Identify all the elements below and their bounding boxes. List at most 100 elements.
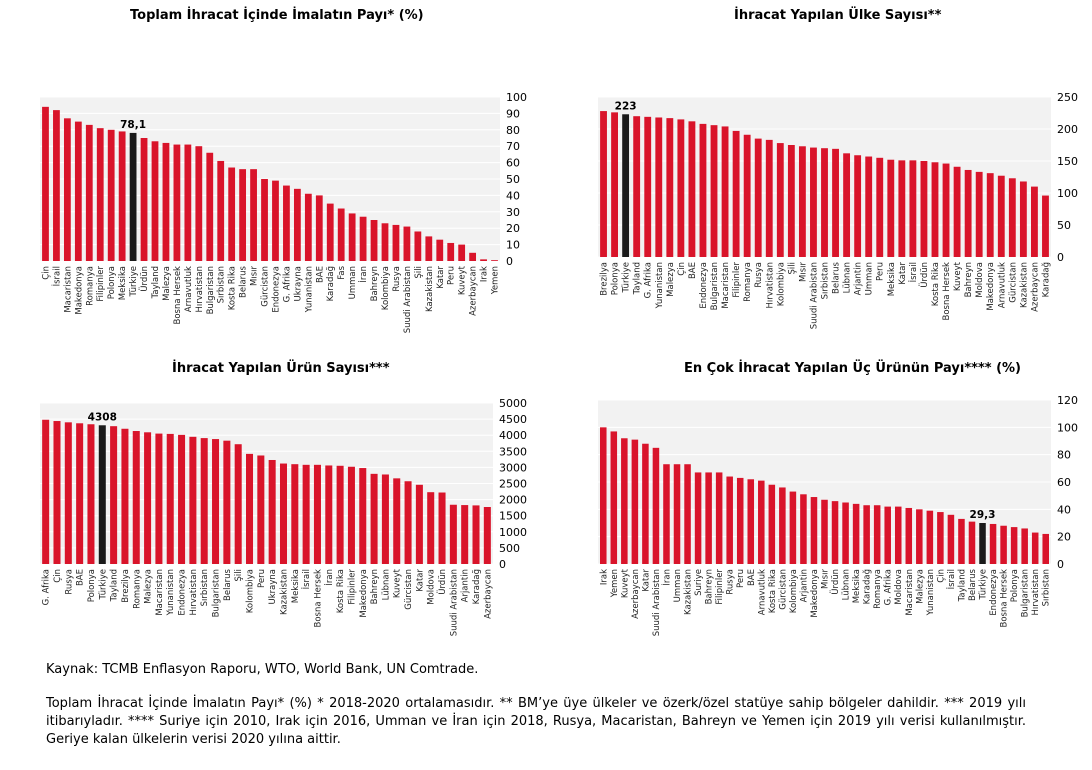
bar xyxy=(480,259,487,261)
x-tick-label: Bulgaristan xyxy=(710,262,720,310)
x-tick-label: Malezya xyxy=(162,266,172,301)
bar xyxy=(673,464,681,564)
x-tick-label: Belarus xyxy=(968,568,978,601)
bar xyxy=(283,185,290,261)
bar xyxy=(228,167,236,261)
bar xyxy=(370,473,378,564)
x-tick-label: Bulgaristan xyxy=(206,266,216,314)
x-tick-label: Moldova xyxy=(427,569,437,605)
x-tick-label: Çin xyxy=(677,262,687,276)
x-tick-label: Hırvatistan xyxy=(195,266,205,313)
x-tick-label: Irak xyxy=(480,266,490,282)
bar xyxy=(726,476,733,564)
x-tick-label: Peru xyxy=(876,262,886,281)
bar xyxy=(953,166,961,257)
bar xyxy=(414,231,422,261)
bar xyxy=(436,239,444,261)
x-tick-label: BAE xyxy=(76,569,86,586)
bar xyxy=(666,118,674,258)
chart-title: İhracat Yapılan Ülke Sayısı** xyxy=(734,8,942,23)
bar xyxy=(968,521,976,564)
x-tick-label: Bosna Hersek xyxy=(942,262,952,321)
x-tick-label: G. Afrika xyxy=(282,266,292,302)
chart-export-products: İhracat Yapılan Ürün Sayısı*** 0 500 1000 1… xyxy=(0,355,546,655)
chart-export-countries: İhracat Yapılan Ülke Sayısı** 0 50 100 150 2… xyxy=(546,0,1092,340)
bar xyxy=(997,175,1005,257)
x-tick-label: Kazakistan xyxy=(425,266,435,312)
x-tick-label: Endonezya xyxy=(699,262,709,309)
x-tick-label: Kuveyt xyxy=(393,568,403,598)
x-tick-label: Arjantin xyxy=(461,569,471,602)
x-tick-label: G. Afrika xyxy=(644,262,654,298)
bar-highlight xyxy=(98,425,106,564)
bar xyxy=(74,121,82,261)
bar xyxy=(272,180,279,261)
bar xyxy=(304,193,312,261)
bar xyxy=(483,507,491,564)
x-tick-label: Ürdün xyxy=(830,569,841,595)
x-tick-label: Yunanistan xyxy=(655,262,665,309)
bar xyxy=(633,116,641,257)
x-tick-label: Mısır xyxy=(250,265,260,285)
bar xyxy=(852,503,860,564)
bar xyxy=(989,523,997,564)
x-tick-label: Rusya xyxy=(754,262,764,288)
highlight-data-label: 223 xyxy=(615,100,637,112)
y-tick-label: 50 xyxy=(506,173,520,186)
x-tick-label: Kolombiya xyxy=(789,569,799,613)
bar xyxy=(810,147,817,257)
bar xyxy=(257,455,265,564)
x-tick-label: Arnavutluk xyxy=(757,569,767,615)
x-tick-label: Lübnan xyxy=(842,569,852,600)
chart-svg: 0 10 20 30 40 50 60 70 80 90 100 Çin İsrail Macarista… xyxy=(40,91,527,333)
bar xyxy=(710,125,718,257)
bar xyxy=(884,506,891,564)
x-tick-label: Polonya xyxy=(1010,569,1020,602)
x-tick-label: Türkiye xyxy=(98,569,108,600)
x-tick-label: Romanya xyxy=(743,262,753,302)
x-tick-label: Gürcistan xyxy=(261,266,271,307)
x-tick-label: Irak xyxy=(599,569,609,585)
x-tick-label: Mısır xyxy=(821,568,831,588)
x-tick-label: Bahreyn xyxy=(705,569,715,604)
x-tick-label: Ürdün xyxy=(139,266,150,292)
x-tick-label: Kolombiya xyxy=(246,569,256,613)
x-tick-label: Rusya xyxy=(64,569,74,595)
y-tick-label: 3000 xyxy=(499,461,527,474)
bar xyxy=(279,463,287,564)
x-tick-label: Endonezya xyxy=(271,266,281,313)
highlight-data-label: 29,3 xyxy=(970,509,996,521)
bar xyxy=(787,145,795,257)
bar xyxy=(178,434,186,564)
bar xyxy=(1008,178,1016,257)
x-tick-label: Ukrayna xyxy=(268,569,278,604)
x-tick-label: Hırvatistan xyxy=(765,262,775,309)
x-tick-label: Katar xyxy=(641,568,651,591)
bar xyxy=(1042,533,1049,564)
y-tick-label: 20 xyxy=(1057,531,1071,544)
x-tick-label: İsrail xyxy=(51,266,62,286)
bar xyxy=(736,477,744,564)
x-tick-label: Endonezya xyxy=(989,569,999,616)
bar xyxy=(315,195,323,261)
bar xyxy=(326,203,334,261)
x-tick-label: Kosta Rika xyxy=(228,266,238,310)
x-tick-label: Filipinler xyxy=(732,262,742,298)
y-tick-label: 0 xyxy=(506,255,513,268)
x-tick-label: Romanya xyxy=(132,569,142,609)
x-tick-label: Mısır xyxy=(798,261,808,281)
bar xyxy=(843,153,851,257)
x-tick-label: Yunanistan xyxy=(166,569,176,616)
chart-svg: 0 500 1000 1500 2000 2500 3000 3500 4000 4500 5000… xyxy=(40,397,527,636)
bar xyxy=(132,431,140,564)
bar xyxy=(975,171,983,257)
bar xyxy=(821,499,828,564)
x-tick-label: İran xyxy=(661,569,672,586)
x-tick-label: Umman xyxy=(673,569,683,602)
x-tick-label: Yemen xyxy=(610,569,620,598)
x-tick-label: Kazakistan xyxy=(1019,262,1029,308)
bar xyxy=(359,216,367,261)
x-tick-label: Kuveyt xyxy=(620,568,630,598)
x-tick-label: Katar xyxy=(415,568,425,591)
bar xyxy=(642,443,649,564)
